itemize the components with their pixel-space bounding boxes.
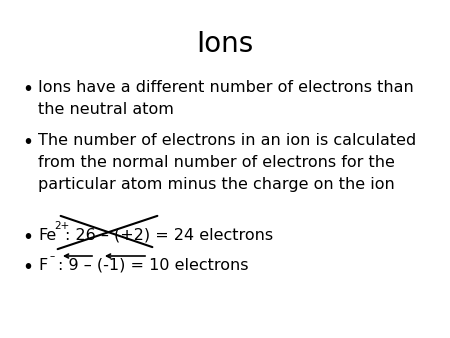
Text: : 26 – (+2) = 24 electrons: : 26 – (+2) = 24 electrons <box>65 228 273 243</box>
Text: F: F <box>38 258 47 273</box>
Text: particular atom minus the charge on the ion: particular atom minus the charge on the … <box>38 177 395 192</box>
Text: The number of electrons in an ion is calculated: The number of electrons in an ion is cal… <box>38 133 416 148</box>
Text: Fe: Fe <box>38 228 56 243</box>
Text: •: • <box>22 228 33 247</box>
Text: 2+: 2+ <box>54 221 69 231</box>
Text: : 9 – (-1) = 10 electrons: : 9 – (-1) = 10 electrons <box>58 258 248 273</box>
Text: –: – <box>49 251 54 261</box>
Text: •: • <box>22 80 33 99</box>
Text: from the normal number of electrons for the: from the normal number of electrons for … <box>38 155 395 170</box>
Text: Ions have a different number of electrons than: Ions have a different number of electron… <box>38 80 414 95</box>
Text: •: • <box>22 133 33 152</box>
Text: Ions: Ions <box>196 30 254 58</box>
Text: the neutral atom: the neutral atom <box>38 102 174 117</box>
Text: •: • <box>22 258 33 277</box>
